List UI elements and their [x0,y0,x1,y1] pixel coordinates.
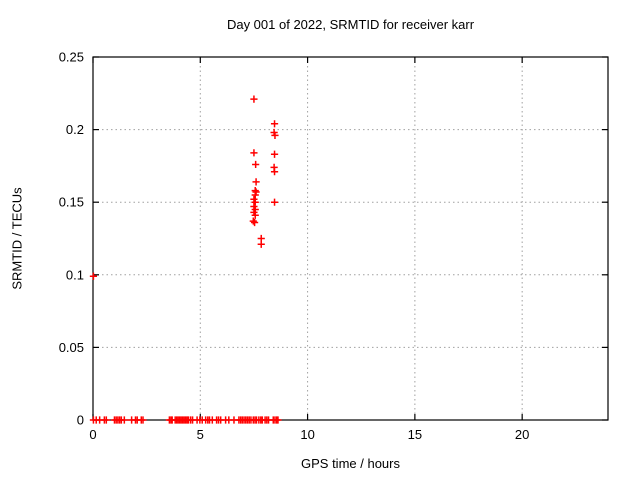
data-point-marker [270,120,279,128]
data-point-marker [252,160,260,169]
data-point-marker [120,416,128,424]
y-tick-label: 0.25 [59,50,84,65]
data-point-marker [251,198,259,206]
plot-border [92,56,609,421]
data-point-marker [271,131,279,140]
data-point-marker [274,416,282,424]
data-point-marker [250,95,258,103]
data-point-marker [270,150,279,158]
y-tick-label: 0.1 [66,267,84,282]
data-point-marker [249,217,257,225]
x-axis-label: GPS time / hours [301,456,400,471]
data-point-marker [270,168,279,176]
y-tick-label: 0.05 [59,340,84,355]
data-point-marker [257,240,265,248]
data-point-marker [251,191,259,199]
x-tick-label: 15 [408,427,422,442]
data-point-marker [250,218,259,227]
data-point-marker [251,211,259,219]
x-tick-label: 10 [300,427,314,442]
data-point-marker [139,416,147,424]
x-tick-label: 20 [515,427,529,442]
y-tick-label: 0.2 [66,122,84,137]
x-tick-label: 0 [89,427,96,442]
data-point-marker [102,416,110,424]
x-tick-label: 5 [197,427,204,442]
data-point-marker [270,198,279,206]
data-point-marker [89,272,98,280]
data-point-marker [250,149,258,157]
data-point-marker [252,178,260,186]
y-tick-label: 0 [77,413,84,428]
y-tick-label: 0.15 [59,195,84,210]
chart-title: Day 001 of 2022, SRMTID for receiver kar… [226,17,475,32]
